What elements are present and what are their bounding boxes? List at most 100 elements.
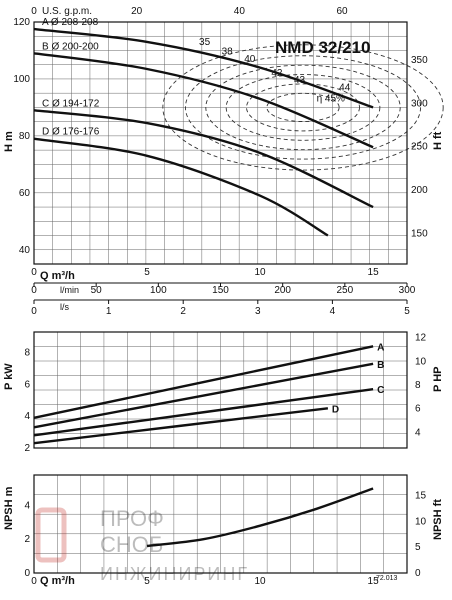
watermark-logo-icon (35, 507, 67, 563)
power-hp-tick-label: 10 (415, 356, 427, 367)
power-y-tick-label: 2 (24, 443, 30, 454)
npsh-flow-axis-label: Q m³/h (40, 575, 75, 587)
y-right-tick-label: 350 (411, 55, 428, 66)
lmin-axis-label: l/min (60, 285, 79, 295)
npsh-ft-tick-label: 10 (415, 516, 427, 527)
efficiency-isoline (246, 83, 360, 132)
y-right-tick-label: 300 (411, 98, 428, 109)
ls-tick-label: 2 (180, 306, 186, 317)
panel-frame (33, 474, 408, 574)
ls-axis-label: l/s (60, 302, 70, 312)
power-curve-d (33, 407, 329, 445)
npsh-ft-tick-label: 0 (415, 568, 421, 579)
efficiency-label: 42 (271, 68, 283, 79)
curves (33, 27, 374, 548)
power-y-tick-label: 4 (24, 411, 30, 422)
panel-frame (33, 331, 408, 449)
ls-tick-label: 1 (106, 306, 112, 317)
lmin-tick-label: 50 (91, 285, 103, 296)
qh-curve-c (33, 109, 374, 209)
power-hp-tick-label: 4 (415, 427, 421, 438)
npsh-x-tick-label: 10 (254, 576, 266, 587)
x-tick-label: 5 (144, 267, 150, 278)
npsh-x-tick-label: 5 (144, 576, 150, 587)
top-tick-label: 20 (131, 6, 143, 17)
watermark: ПРОФ СНОБ ИНЖИНИРИНГ (35, 506, 249, 584)
power-curve-label-b: B (377, 360, 384, 371)
watermark-line2: СНОБ (100, 532, 163, 557)
watermark-line1: ПРОФ (100, 506, 164, 531)
npsh-y-tick-label: 4 (24, 500, 30, 511)
power-curve-label-c: C (377, 385, 384, 396)
power-curve-label-d: D (332, 404, 339, 415)
chart-title: NMD 32/210 (275, 38, 370, 57)
npsh-y-tick-label: 2 (24, 534, 30, 545)
power-hp-axis-label: P HP (432, 367, 444, 392)
efficiency-label: η 45% (317, 94, 345, 105)
efficiency-isoline (162, 44, 444, 171)
qh-curve-d (33, 137, 329, 237)
efficiency-isoline (205, 64, 401, 151)
x-tick-label: 15 (368, 267, 380, 278)
lmin-tick-label: 250 (336, 285, 353, 296)
power-hp-tick-label: 6 (415, 404, 421, 415)
y-tick-label: 100 (13, 74, 30, 85)
y-tick-label: 120 (13, 17, 30, 28)
y-tick-label: 60 (19, 188, 31, 199)
top-tick-label: 0 (31, 6, 37, 17)
top-tick-label: 60 (336, 6, 348, 17)
ls-tick-label: 5 (404, 306, 410, 317)
flow-axis-label: Q m³/h (40, 270, 75, 282)
efficiency-label: 38 (222, 47, 234, 58)
lmin-tick-label: 150 (212, 285, 229, 296)
efficiency-label: 35 (199, 37, 211, 48)
power-hp-tick-label: 12 (415, 333, 427, 344)
efficiency-label: 43 (294, 75, 306, 86)
efficiency-label: 44 (339, 82, 351, 93)
lmin-tick-label: 100 (150, 285, 167, 296)
npsh-axis-label: NPSH m (3, 486, 15, 530)
top-axis-label: U.S. g.p.m. (42, 6, 92, 17)
qh-curve-label-b: B Ø 200-200 (42, 41, 99, 52)
panel-frame (33, 21, 408, 265)
y-tick-label: 80 (19, 131, 31, 142)
efficiency-isolines (162, 44, 444, 171)
npsh-y-tick-label: 0 (24, 568, 30, 579)
npsh-curve (146, 487, 374, 548)
power-curve-c (33, 388, 374, 437)
npsh-x-tick-label: 15 (368, 576, 380, 587)
watermark-line3: ИНЖИНИРИНГ (100, 564, 249, 584)
power-y-tick-label: 6 (24, 379, 30, 390)
efficiency-isoline (266, 92, 340, 122)
tick-labels: A Ø 208-208 B Ø 200-200 C Ø 194-172 D Ø 176… (13, 6, 428, 587)
x-tick-label: 10 (254, 267, 266, 278)
qh-curve-label-a: A Ø 208-208 (42, 17, 99, 28)
x-tick-label: 0 (31, 267, 37, 278)
npsh-x-tick-label: 0 (31, 576, 37, 587)
power-y-tick-label: 8 (24, 348, 30, 359)
y-right-tick-label: 150 (411, 228, 428, 239)
power-curve-a (33, 345, 374, 419)
lmin-tick-label: 0 (31, 285, 37, 296)
y-right-tick-label: 200 (411, 185, 428, 196)
y-tick-label: 40 (19, 245, 31, 256)
drawing-code: 72.013 (376, 575, 398, 582)
power-curve-b (33, 362, 374, 429)
lmin-tick-label: 300 (399, 285, 416, 296)
efficiency-isoline (225, 74, 381, 141)
y-right-tick-label: 250 (411, 142, 428, 153)
lmin-tick-label: 200 (274, 285, 291, 296)
npsh-ft-axis-label: NPSH ft (432, 499, 444, 540)
npsh-ft-tick-label: 5 (415, 542, 421, 553)
ls-tick-label: 0 (31, 306, 37, 317)
power-axis-label: P kW (3, 363, 15, 390)
grid-lines (34, 22, 407, 573)
ls-tick-label: 4 (330, 306, 336, 317)
qh-curve-label-d: D Ø 176-176 (42, 127, 100, 138)
efficiency-isoline (185, 55, 422, 160)
top-tick-label: 40 (234, 6, 246, 17)
qh-curve-b (33, 52, 374, 149)
power-hp-tick-label: 8 (415, 380, 421, 391)
qh-curve-label-c: C Ø 194-172 (42, 98, 100, 109)
